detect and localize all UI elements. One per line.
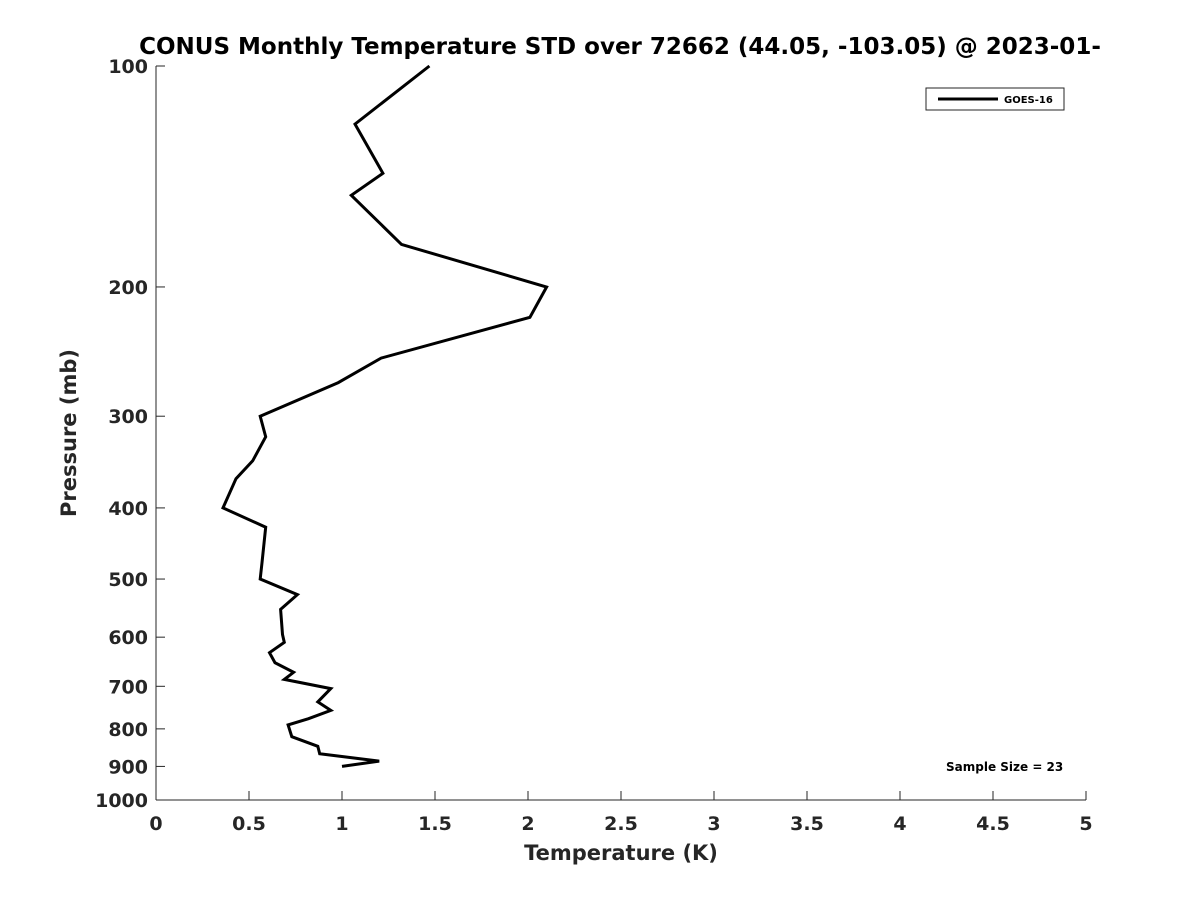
x-tick-label: 2 <box>521 813 534 835</box>
x-tick-label: 0 <box>149 813 162 835</box>
y-tick-label: 600 <box>108 627 148 649</box>
x-tick-label: 4.5 <box>976 813 1010 835</box>
legend-label-goes-16: GOES-16 <box>1004 95 1053 106</box>
y-tick-label: 400 <box>108 498 148 520</box>
x-tick-label: 0.5 <box>232 813 266 835</box>
y-tick-label: 800 <box>108 719 148 741</box>
x-tick-label: 3 <box>707 813 720 835</box>
y-tick-label: 100 <box>108 56 148 78</box>
sample-size-annotation: Sample Size = 23 <box>946 760 1063 774</box>
y-tick-label: 1000 <box>95 790 148 812</box>
y-tick-label: 500 <box>108 569 148 591</box>
series-layer <box>221 64 549 768</box>
x-axis-label: Temperature (K) <box>524 841 718 865</box>
y-tick-label: 300 <box>108 406 148 428</box>
x-tick-label: 1 <box>335 813 348 835</box>
chart-title: CONUS Monthly Temperature STD over 72662… <box>139 34 1101 60</box>
series-line-goes-16 <box>221 64 549 768</box>
y-axis-ticks: 100 200 300 400 500 600 700 800 900 1000 <box>95 56 165 812</box>
x-tick-label: 4 <box>893 813 906 835</box>
x-tick-label: 2.5 <box>604 813 638 835</box>
y-tick-label: 200 <box>108 277 148 299</box>
x-tick-label: 3.5 <box>790 813 824 835</box>
x-axis-ticks: 0 0.5 1 1.5 2 2.5 3 3.5 4 4.5 5 <box>149 791 1093 835</box>
legend: GOES-16 <box>925 87 1065 111</box>
y-axis-label: Pressure (mb) <box>57 349 81 517</box>
y-tick-label: 900 <box>108 756 148 778</box>
x-tick-label: 5 <box>1079 813 1092 835</box>
y-tick-label: 700 <box>108 676 148 698</box>
x-tick-label: 1.5 <box>418 813 452 835</box>
